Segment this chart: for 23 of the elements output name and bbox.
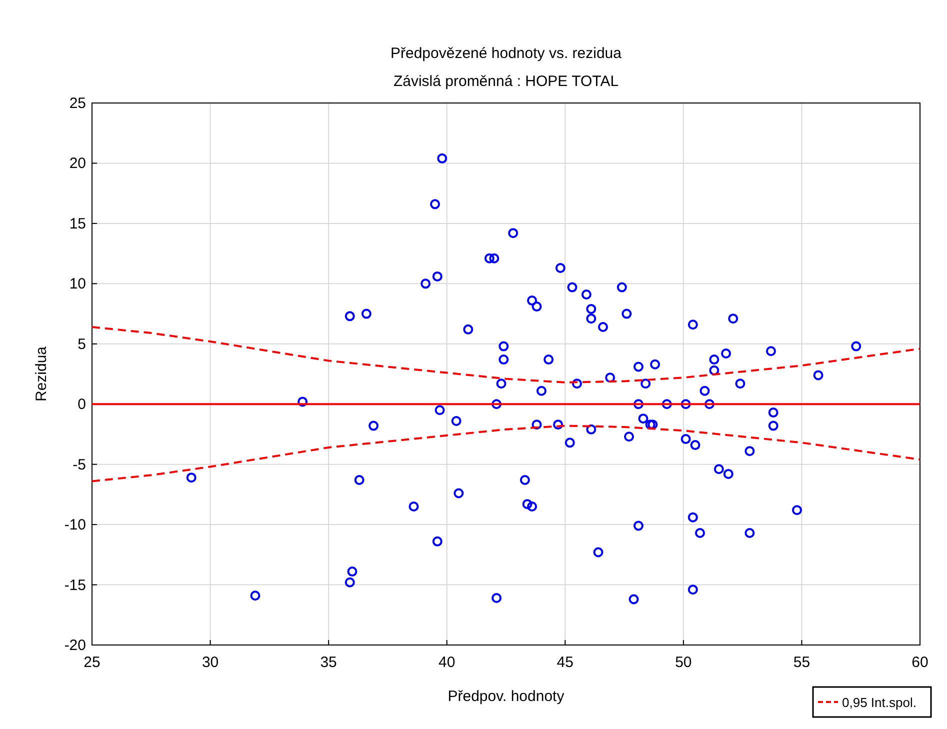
x-tick-label: 35 xyxy=(320,654,337,671)
y-tick-label: -5 xyxy=(72,456,86,474)
x-tick-label: 60 xyxy=(912,654,928,671)
chart-subtitle: Závislá proměnná : HOPE TOTAL xyxy=(393,73,619,90)
y-tick-label: 5 xyxy=(78,336,86,353)
line-series xyxy=(91,424,921,482)
x-tick-label: 45 xyxy=(556,654,574,671)
chart-title: Předpovězené hodnoty vs. rezidua xyxy=(390,45,622,62)
y-tick-label: -15 xyxy=(64,576,86,594)
y-tick-label: -10 xyxy=(64,516,86,534)
y-tick-label: 0 xyxy=(78,396,86,414)
x-tick-label: 55 xyxy=(793,654,810,671)
y-axis-title: Rezidua xyxy=(33,346,50,402)
y-tick-label: 20 xyxy=(69,155,86,172)
x-tick-label: 50 xyxy=(675,654,692,671)
y-tick-label: 15 xyxy=(69,215,86,232)
x-tick-label: 30 xyxy=(202,654,219,671)
x-axis-title: Předpov. hodnoty xyxy=(448,688,565,705)
legend-label: 0,95 Int.spol. xyxy=(842,695,916,710)
x-tick-label: 40 xyxy=(438,654,456,671)
y-tick-label: 10 xyxy=(69,276,86,293)
y-tick-label: 25 xyxy=(69,95,86,112)
y-tick-label: -20 xyxy=(64,637,86,654)
